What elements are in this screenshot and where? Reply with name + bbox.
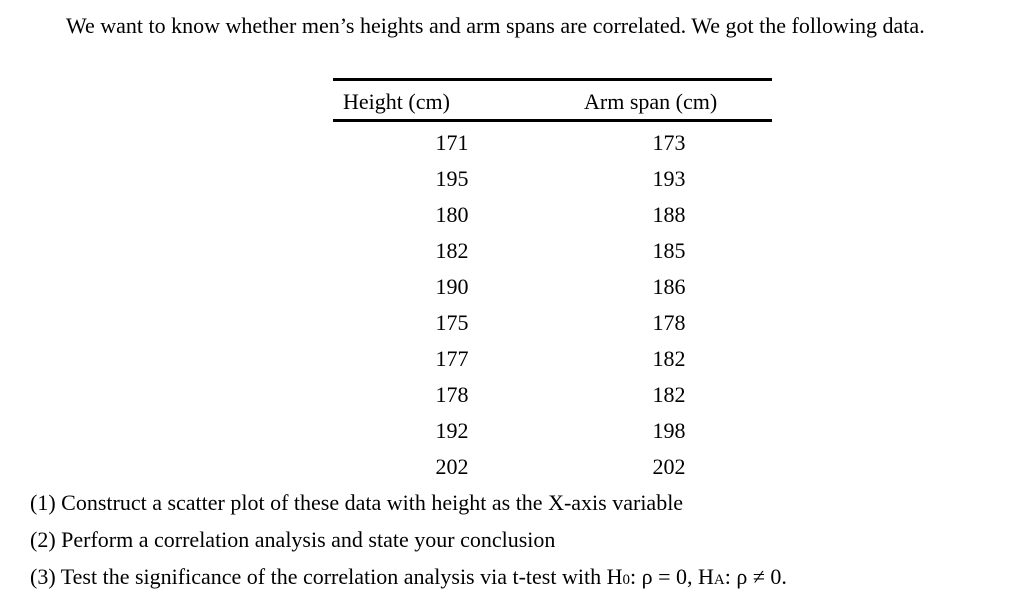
cell-height: 182 <box>435 238 469 263</box>
cell-arm-span: 198 <box>652 418 686 443</box>
cell-height: 190 <box>435 274 469 299</box>
cell-arm-span: 182 <box>652 346 686 371</box>
table-row: 180 188 <box>333 197 772 233</box>
question-2: (2) Perform a correlation analysis and s… <box>30 527 556 552</box>
table-row: 202 202 <box>333 449 772 485</box>
table-row: 195 193 <box>333 161 772 197</box>
cell-height: 171 <box>435 130 469 155</box>
table-row: 182 185 <box>333 233 772 269</box>
cell-arm-span: 182 <box>652 382 686 407</box>
question-3-suffix: : ρ ≠ 0. <box>724 564 787 589</box>
cell-arm-span: 178 <box>652 310 686 335</box>
table-row: 192 198 <box>333 413 772 449</box>
header-height: Height (cm) <box>343 89 450 114</box>
header-arm-span: Arm span (cm) <box>584 89 718 114</box>
question-list: (1) Construct a scatter plot of these da… <box>30 484 787 599</box>
question-1: (1) Construct a scatter plot of these da… <box>30 490 684 515</box>
table-row: 177 182 <box>333 341 772 377</box>
cell-height: 202 <box>435 454 469 479</box>
table-body: 171 173 195 193 180 188 182 185 190 186 … <box>333 122 772 485</box>
table-header-rule <box>333 119 772 122</box>
cell-arm-span: 186 <box>652 274 686 299</box>
cell-height: 175 <box>435 310 469 335</box>
table-header-row: Height (cm) Arm span (cm) <box>333 81 772 119</box>
table-row: 190 186 <box>333 269 772 305</box>
cell-height: 192 <box>435 418 469 443</box>
h0-subscript: 0 <box>622 572 631 588</box>
question-3-mid: : ρ = 0, H <box>630 564 714 589</box>
table-row: 178 182 <box>333 377 772 413</box>
question-3-prefix: (3) Test the significance of the correla… <box>30 564 623 589</box>
table-top-rule <box>333 78 772 81</box>
cell-arm-span: 193 <box>652 166 686 191</box>
intro-text: We want to know whether men’s heights an… <box>66 13 925 38</box>
cell-arm-span: 202 <box>652 454 686 479</box>
cell-arm-span: 173 <box>652 130 686 155</box>
cell-height: 177 <box>435 346 469 371</box>
cell-arm-span: 188 <box>652 202 686 227</box>
cell-height: 180 <box>435 202 469 227</box>
ha-subscript: A <box>713 572 725 588</box>
table-row: 175 178 <box>333 305 772 341</box>
table-row: 171 173 <box>333 125 772 161</box>
cell-height: 178 <box>435 382 469 407</box>
question-3: (3) Test the significance of the correla… <box>30 558 787 599</box>
data-table: Height (cm) Arm span (cm) 171 173 195 19… <box>333 78 772 485</box>
cell-arm-span: 185 <box>652 238 686 263</box>
cell-height: 195 <box>435 166 469 191</box>
